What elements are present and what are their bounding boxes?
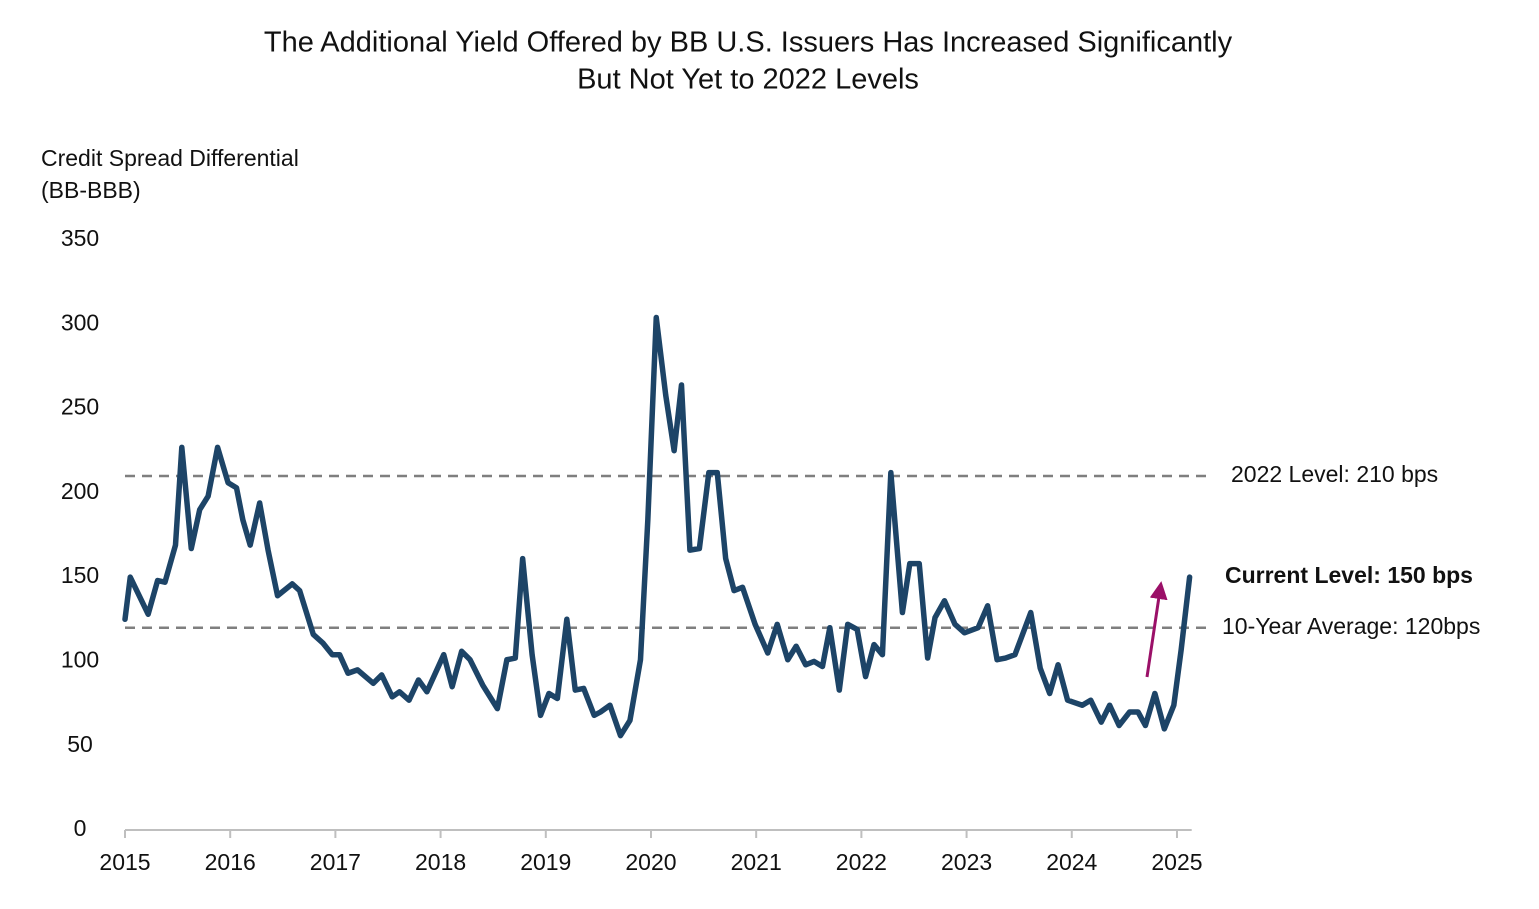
x-tick-label: 2018 bbox=[415, 849, 466, 875]
x-tick-label: 2022 bbox=[836, 849, 887, 875]
arrow bbox=[1145, 581, 1168, 678]
y-axis-title: Credit Spread Differential bbox=[41, 145, 299, 171]
x-tick-label: 2025 bbox=[1151, 849, 1202, 875]
chart-title: The Additional Yield Offered by BB U.S. … bbox=[264, 27, 1233, 59]
line-series bbox=[122, 314, 1193, 739]
x-tick-label: 2023 bbox=[941, 849, 992, 875]
x-tick-label: 2021 bbox=[731, 849, 782, 875]
x-tick-label: 2015 bbox=[99, 849, 150, 875]
y-tick-label: 0 bbox=[74, 815, 87, 841]
x-tick-label: 2019 bbox=[520, 849, 571, 875]
y-tick-label: 200 bbox=[61, 478, 99, 504]
x-tick-label: 2020 bbox=[625, 849, 676, 875]
y-tick-label: 250 bbox=[61, 394, 99, 420]
y-tick-label: 100 bbox=[61, 647, 99, 673]
y-tick-label: 300 bbox=[61, 309, 99, 335]
y-tick-label: 50 bbox=[67, 731, 93, 757]
current-level-annotation: Current Level: 150 bps bbox=[1225, 562, 1473, 588]
y-axis-title: (BB-BBB) bbox=[41, 177, 141, 203]
x-tick-label: 2017 bbox=[310, 849, 361, 875]
reference-label: 10-Year Average: 120bps bbox=[1222, 613, 1480, 639]
y-tick-label: 150 bbox=[61, 562, 99, 588]
y-tick-label: 350 bbox=[61, 225, 99, 251]
reference-label: 2022 Level: 210 bps bbox=[1231, 461, 1438, 487]
x-tick-label: 2016 bbox=[205, 849, 256, 875]
x-tick-label: 2024 bbox=[1046, 849, 1097, 875]
chart-title: But Not Yet to 2022 Levels bbox=[577, 64, 919, 96]
